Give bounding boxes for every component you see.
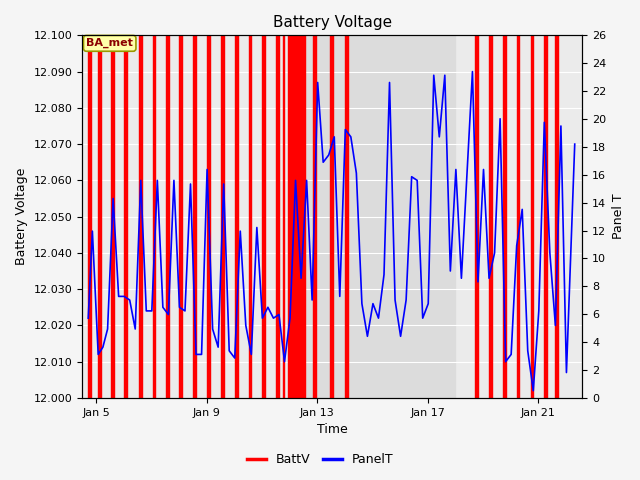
- Bar: [88, 36, 91, 398]
- Text: BA_met: BA_met: [86, 38, 133, 48]
- Bar: [503, 36, 506, 398]
- Bar: [282, 36, 285, 398]
- Bar: [207, 36, 210, 398]
- Bar: [345, 36, 348, 398]
- Bar: [289, 36, 455, 398]
- Bar: [276, 36, 279, 398]
- X-axis label: Time: Time: [317, 423, 348, 436]
- Bar: [152, 36, 156, 398]
- Bar: [556, 36, 558, 398]
- Bar: [288, 36, 305, 398]
- Bar: [139, 36, 141, 398]
- Legend: BattV, PanelT: BattV, PanelT: [242, 448, 398, 471]
- Bar: [262, 36, 265, 398]
- Bar: [516, 36, 520, 398]
- Title: Battery Voltage: Battery Voltage: [273, 15, 392, 30]
- Bar: [248, 36, 252, 398]
- Bar: [313, 36, 316, 398]
- Bar: [179, 36, 182, 398]
- Bar: [330, 36, 333, 398]
- Bar: [221, 36, 223, 398]
- Bar: [489, 36, 492, 398]
- Bar: [476, 36, 478, 398]
- Bar: [545, 36, 547, 398]
- Bar: [235, 36, 237, 398]
- Y-axis label: Battery Voltage: Battery Voltage: [15, 168, 28, 265]
- Bar: [193, 36, 196, 398]
- Bar: [531, 36, 533, 398]
- Bar: [124, 36, 127, 398]
- Bar: [98, 36, 101, 398]
- Y-axis label: Panel T: Panel T: [612, 194, 625, 240]
- Bar: [111, 36, 114, 398]
- Bar: [166, 36, 169, 398]
